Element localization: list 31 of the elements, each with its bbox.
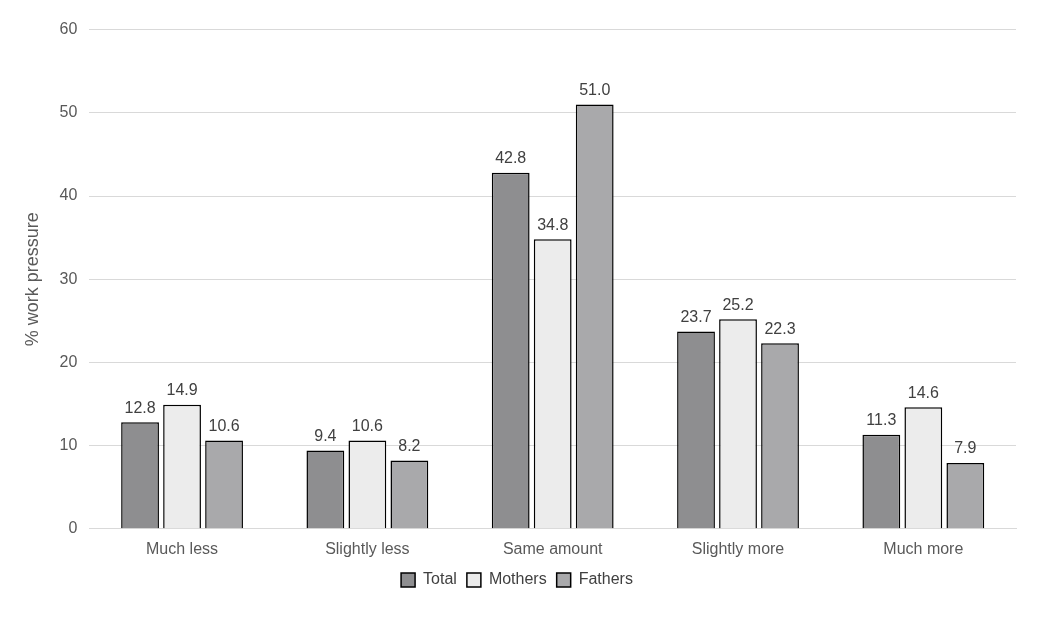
- legend-label: Mothers: [488, 570, 547, 588]
- y-tick-label: 10: [59, 436, 78, 454]
- data-label: 51.0: [579, 80, 611, 98]
- y-tick-label: 60: [59, 20, 78, 38]
- data-label: 12.8: [124, 398, 156, 416]
- x-tick-label: Much more: [883, 539, 964, 557]
- y-tick-label: 50: [59, 103, 78, 121]
- data-label: 14.6: [907, 383, 940, 401]
- data-label: 14.9: [166, 381, 198, 399]
- data-label: 10.6: [351, 417, 384, 435]
- data-label: 22.3: [764, 319, 796, 337]
- x-tick-label: Same amount: [502, 539, 604, 557]
- legend-label: Fathers: [578, 570, 633, 588]
- data-label: 9.4: [314, 427, 337, 444]
- y-tick-label: 40: [59, 186, 78, 204]
- x-tick-label: Slightly less: [325, 539, 410, 557]
- data-label: 11.3: [866, 411, 897, 429]
- y-tick-label: 30: [59, 269, 78, 287]
- data-label: 25.2: [722, 295, 754, 313]
- y-axis-title: % work pressure: [21, 212, 42, 347]
- data-label: 42.8: [495, 149, 527, 167]
- legend-label: Total: [423, 570, 457, 588]
- y-tick-label: 20: [59, 352, 78, 370]
- data-label: 10.6: [208, 417, 240, 435]
- y-tick-label: 0: [68, 519, 78, 537]
- data-label: 7.9: [954, 439, 977, 457]
- x-tick-label: Much less: [146, 539, 219, 557]
- data-label: 8.2: [398, 436, 421, 454]
- data-label: 34.8: [537, 215, 569, 233]
- data-label: 23.7: [680, 308, 712, 326]
- x-tick-label: Slightly more: [691, 539, 785, 557]
